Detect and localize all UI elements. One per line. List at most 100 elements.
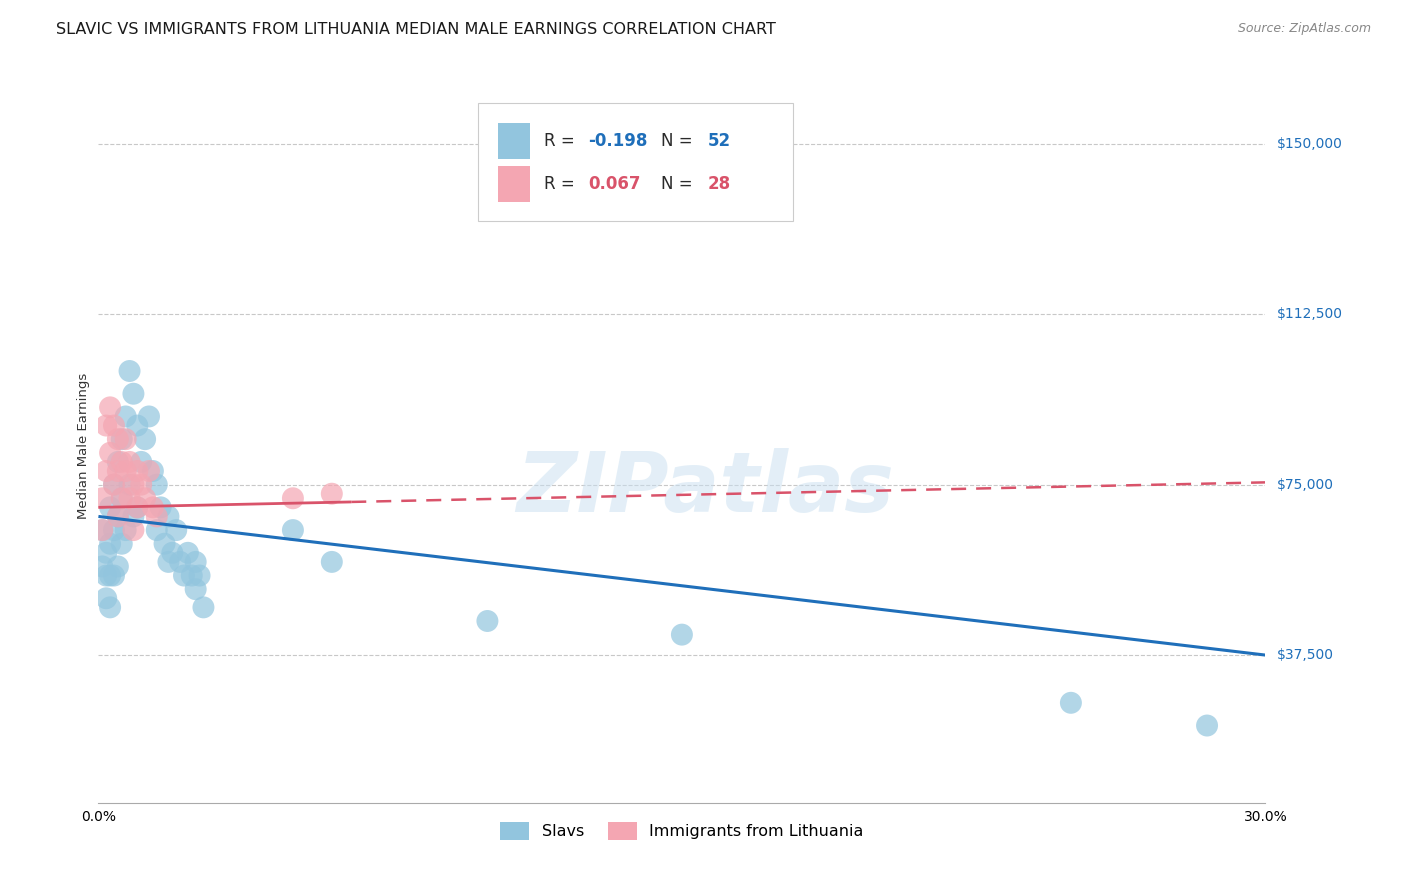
Point — [184, 582, 207, 597]
Point — [107, 509, 129, 524]
Point — [107, 455, 129, 469]
Y-axis label: Median Male Earnings: Median Male Earnings — [77, 373, 90, 519]
Text: ZIPatlas: ZIPatlas — [516, 449, 894, 529]
Point — [134, 432, 156, 446]
Point — [321, 555, 343, 569]
Point — [107, 559, 129, 574]
Point — [162, 546, 184, 560]
FancyBboxPatch shape — [478, 103, 793, 221]
Point — [177, 546, 200, 560]
Point — [165, 523, 187, 537]
Point — [114, 409, 136, 424]
Point — [184, 555, 207, 569]
Point — [91, 491, 114, 506]
Point — [321, 487, 343, 501]
Point — [142, 464, 165, 478]
Point — [103, 568, 125, 582]
Point — [96, 546, 118, 560]
Point — [122, 509, 145, 524]
Point — [111, 491, 134, 506]
Point — [103, 477, 125, 491]
Point — [122, 523, 145, 537]
Point — [96, 418, 118, 433]
Point — [281, 523, 304, 537]
Point — [96, 568, 118, 582]
Point — [157, 509, 180, 524]
Point — [127, 464, 149, 478]
Point — [111, 491, 134, 506]
Point — [98, 401, 121, 415]
Text: R =: R = — [544, 132, 581, 150]
Point — [169, 555, 191, 569]
Point — [111, 537, 134, 551]
Text: 28: 28 — [707, 175, 731, 193]
Point — [118, 491, 141, 506]
Point — [96, 464, 118, 478]
Point — [281, 491, 304, 506]
Text: Source: ZipAtlas.com: Source: ZipAtlas.com — [1237, 22, 1371, 36]
Point — [138, 464, 160, 478]
Text: R =: R = — [544, 175, 581, 193]
Text: SLAVIC VS IMMIGRANTS FROM LITHUANIA MEDIAN MALE EARNINGS CORRELATION CHART: SLAVIC VS IMMIGRANTS FROM LITHUANIA MEDI… — [56, 22, 776, 37]
Point — [127, 500, 149, 515]
Point — [98, 600, 121, 615]
Text: 52: 52 — [707, 132, 731, 150]
Point — [146, 523, 169, 537]
Point — [103, 523, 125, 537]
Text: 0.067: 0.067 — [589, 175, 641, 193]
Legend: Slavs, Immigrants from Lithuania: Slavs, Immigrants from Lithuania — [492, 814, 872, 848]
Point — [129, 477, 152, 491]
Point — [157, 555, 180, 569]
Point — [96, 591, 118, 606]
Point — [146, 477, 169, 491]
Point — [103, 418, 125, 433]
Point — [91, 523, 114, 537]
Point — [91, 559, 114, 574]
Point — [107, 432, 129, 446]
Text: $150,000: $150,000 — [1277, 136, 1343, 151]
Point — [149, 500, 172, 515]
Bar — [498, 166, 530, 202]
Text: N =: N = — [661, 132, 697, 150]
Point — [671, 627, 693, 641]
Text: N =: N = — [661, 175, 697, 193]
Point — [114, 432, 136, 446]
Point — [114, 523, 136, 537]
Point — [118, 364, 141, 378]
Text: -0.198: -0.198 — [589, 132, 648, 150]
Point — [122, 477, 145, 491]
Point — [1060, 696, 1083, 710]
Point — [153, 537, 176, 551]
Text: $112,500: $112,500 — [1277, 307, 1343, 321]
Point — [103, 477, 125, 491]
Point — [107, 509, 129, 524]
Bar — [498, 123, 530, 159]
Point — [114, 464, 136, 478]
Point — [98, 568, 121, 582]
Point — [98, 446, 121, 460]
Point — [138, 409, 160, 424]
Point — [173, 568, 195, 582]
Point — [91, 523, 114, 537]
Point — [193, 600, 215, 615]
Point — [118, 455, 141, 469]
Point — [142, 500, 165, 515]
Point — [111, 432, 134, 446]
Point — [477, 614, 499, 628]
Point — [188, 568, 211, 582]
Point — [127, 418, 149, 433]
Text: $75,000: $75,000 — [1277, 477, 1334, 491]
Point — [107, 464, 129, 478]
Point — [146, 509, 169, 524]
Point — [1195, 718, 1218, 732]
Point — [180, 568, 202, 582]
Point — [129, 455, 152, 469]
Text: $37,500: $37,500 — [1277, 648, 1334, 662]
Point — [98, 537, 121, 551]
Point — [98, 500, 121, 515]
Point — [134, 491, 156, 506]
Point — [118, 477, 141, 491]
Point — [127, 500, 149, 515]
Point — [122, 386, 145, 401]
Point — [111, 455, 134, 469]
